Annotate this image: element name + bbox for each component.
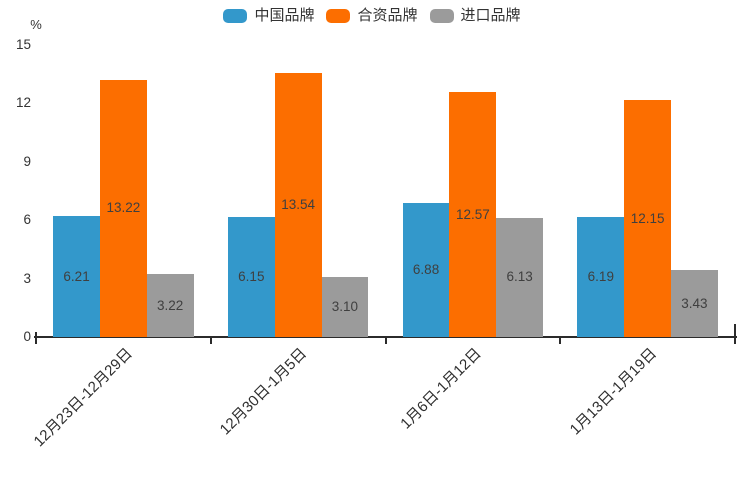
bar-s1-g1 bbox=[53, 216, 100, 337]
y-axis-tick-label: 15 bbox=[15, 37, 31, 52]
bar-value-label: 3.43 bbox=[681, 295, 708, 311]
y-axis-unit-label: % bbox=[30, 17, 42, 32]
y-axis-tick-label: 6 bbox=[23, 212, 31, 228]
legend-item-1[interactable]: 中国品牌 bbox=[223, 7, 314, 25]
bar-s1-g2 bbox=[227, 217, 275, 337]
x-axis-tick bbox=[35, 338, 37, 344]
bar-s2-g4 bbox=[624, 100, 672, 337]
x-axis-tick bbox=[559, 338, 562, 344]
bar-s3-g3 bbox=[496, 217, 544, 337]
y-axis-tick-label: 3 bbox=[23, 270, 31, 286]
legend-swatch-icon bbox=[429, 9, 454, 23]
bar-value-label: 3.22 bbox=[157, 297, 184, 313]
legend-item-2[interactable]: 合资品牌 bbox=[326, 7, 418, 25]
bar-value-label: 13.54 bbox=[281, 197, 316, 213]
bar-value-label: 13.22 bbox=[106, 200, 141, 216]
bar-s2-g2 bbox=[274, 73, 322, 337]
x-axis-category-label: 1月6日-1月12日 bbox=[397, 345, 485, 433]
x-axis-line bbox=[34, 336, 737, 338]
bar-s1-g3 bbox=[402, 203, 450, 337]
bar-s1-g4 bbox=[577, 216, 625, 337]
x-axis-tick bbox=[734, 338, 736, 344]
y-axis-tick-label: 12 bbox=[15, 95, 31, 111]
legend-item-label: 中国品牌 bbox=[254, 7, 315, 24]
bar-s3-g1 bbox=[146, 274, 194, 337]
bar-value-label: 6.88 bbox=[412, 262, 440, 278]
bar-s2-g3 bbox=[449, 92, 497, 337]
bar-s3-g4 bbox=[671, 270, 718, 337]
x-axis-category-label: 1月13日-1月19日 bbox=[566, 345, 660, 439]
x-axis-category-label: 12月23日-12月29日 bbox=[30, 345, 136, 451]
legend-item-label: 合资品牌 bbox=[357, 7, 418, 24]
legend-swatch-icon bbox=[326, 9, 351, 23]
bar-value-label: 12.15 bbox=[630, 210, 665, 226]
chart-legend: 中国品牌 合资品牌 进口品牌 bbox=[0, 7, 744, 25]
bar-s3-g2 bbox=[321, 276, 369, 337]
bar-s2-g1 bbox=[99, 79, 147, 337]
legend-item-label: 进口品牌 bbox=[460, 7, 521, 24]
legend-swatch-icon bbox=[223, 9, 248, 23]
x-axis-category-label: 12月30日-1月5日 bbox=[216, 345, 311, 439]
y-axis-tick-label: 0 bbox=[23, 329, 31, 344]
y-axis-tick-label: 9 bbox=[23, 153, 31, 169]
x-axis-end-tick-right bbox=[734, 324, 736, 337]
x-axis-tick bbox=[384, 338, 387, 344]
bar-value-label: 6.21 bbox=[63, 268, 90, 284]
bar-value-label: 12.57 bbox=[455, 206, 490, 222]
x-axis-tick bbox=[209, 338, 212, 344]
bar-value-label: 6.15 bbox=[238, 269, 265, 285]
bar-value-label: 6.13 bbox=[506, 269, 533, 285]
legend-item-3[interactable]: 进口品牌 bbox=[429, 7, 521, 25]
bar-value-label: 6.19 bbox=[587, 268, 614, 284]
bar-value-label: 3.10 bbox=[331, 298, 359, 314]
x-axis-end-tick-left bbox=[35, 332, 37, 337]
